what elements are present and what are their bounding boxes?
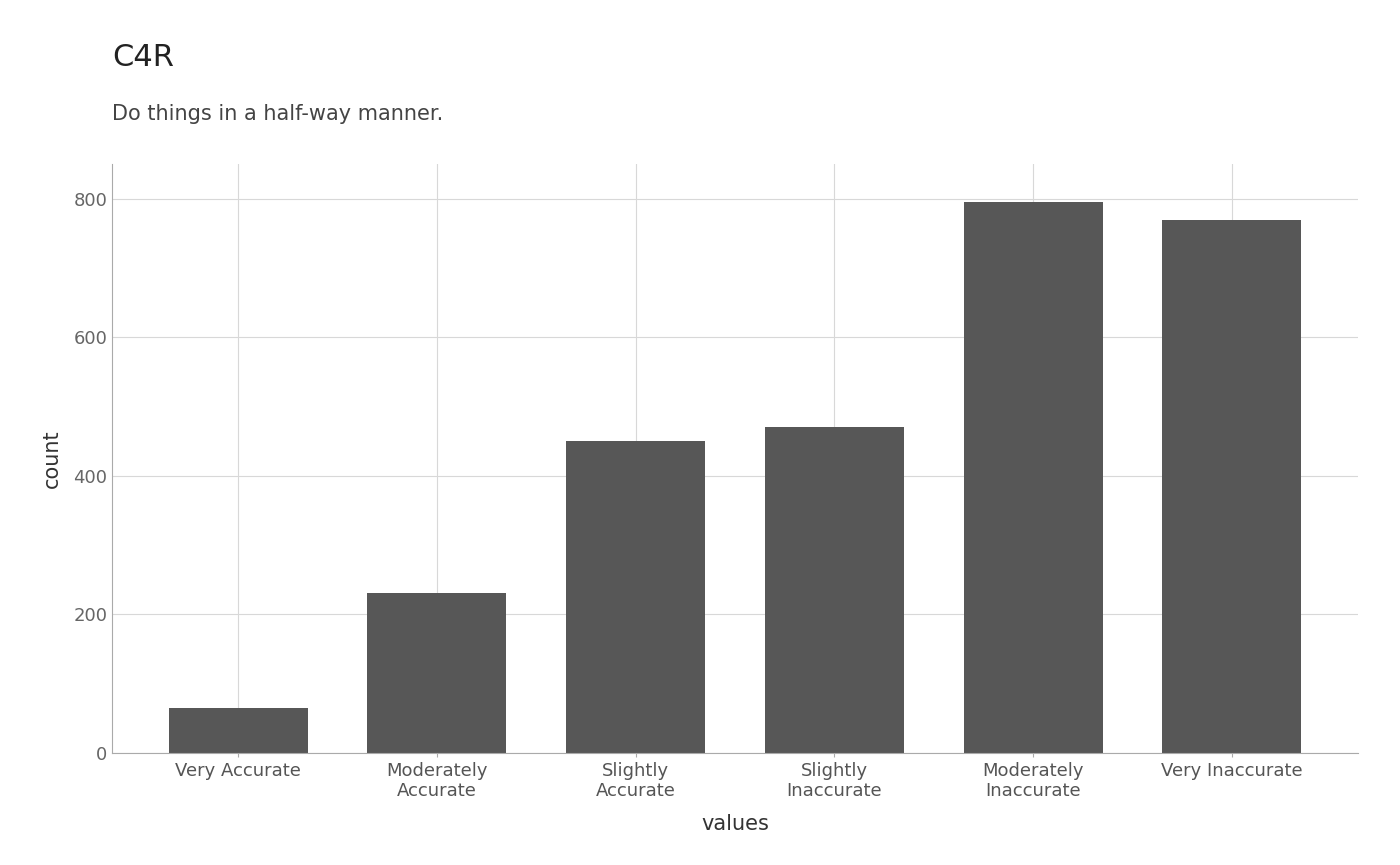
Bar bbox=[168, 708, 308, 753]
X-axis label: values: values bbox=[701, 814, 769, 834]
Bar bbox=[566, 441, 706, 753]
Bar bbox=[1162, 220, 1302, 753]
Text: Do things in a half-way manner.: Do things in a half-way manner. bbox=[112, 104, 444, 124]
Bar bbox=[963, 202, 1103, 753]
Bar bbox=[367, 593, 507, 753]
Y-axis label: count: count bbox=[42, 429, 62, 488]
Bar bbox=[764, 427, 904, 753]
Text: C4R: C4R bbox=[112, 43, 174, 73]
